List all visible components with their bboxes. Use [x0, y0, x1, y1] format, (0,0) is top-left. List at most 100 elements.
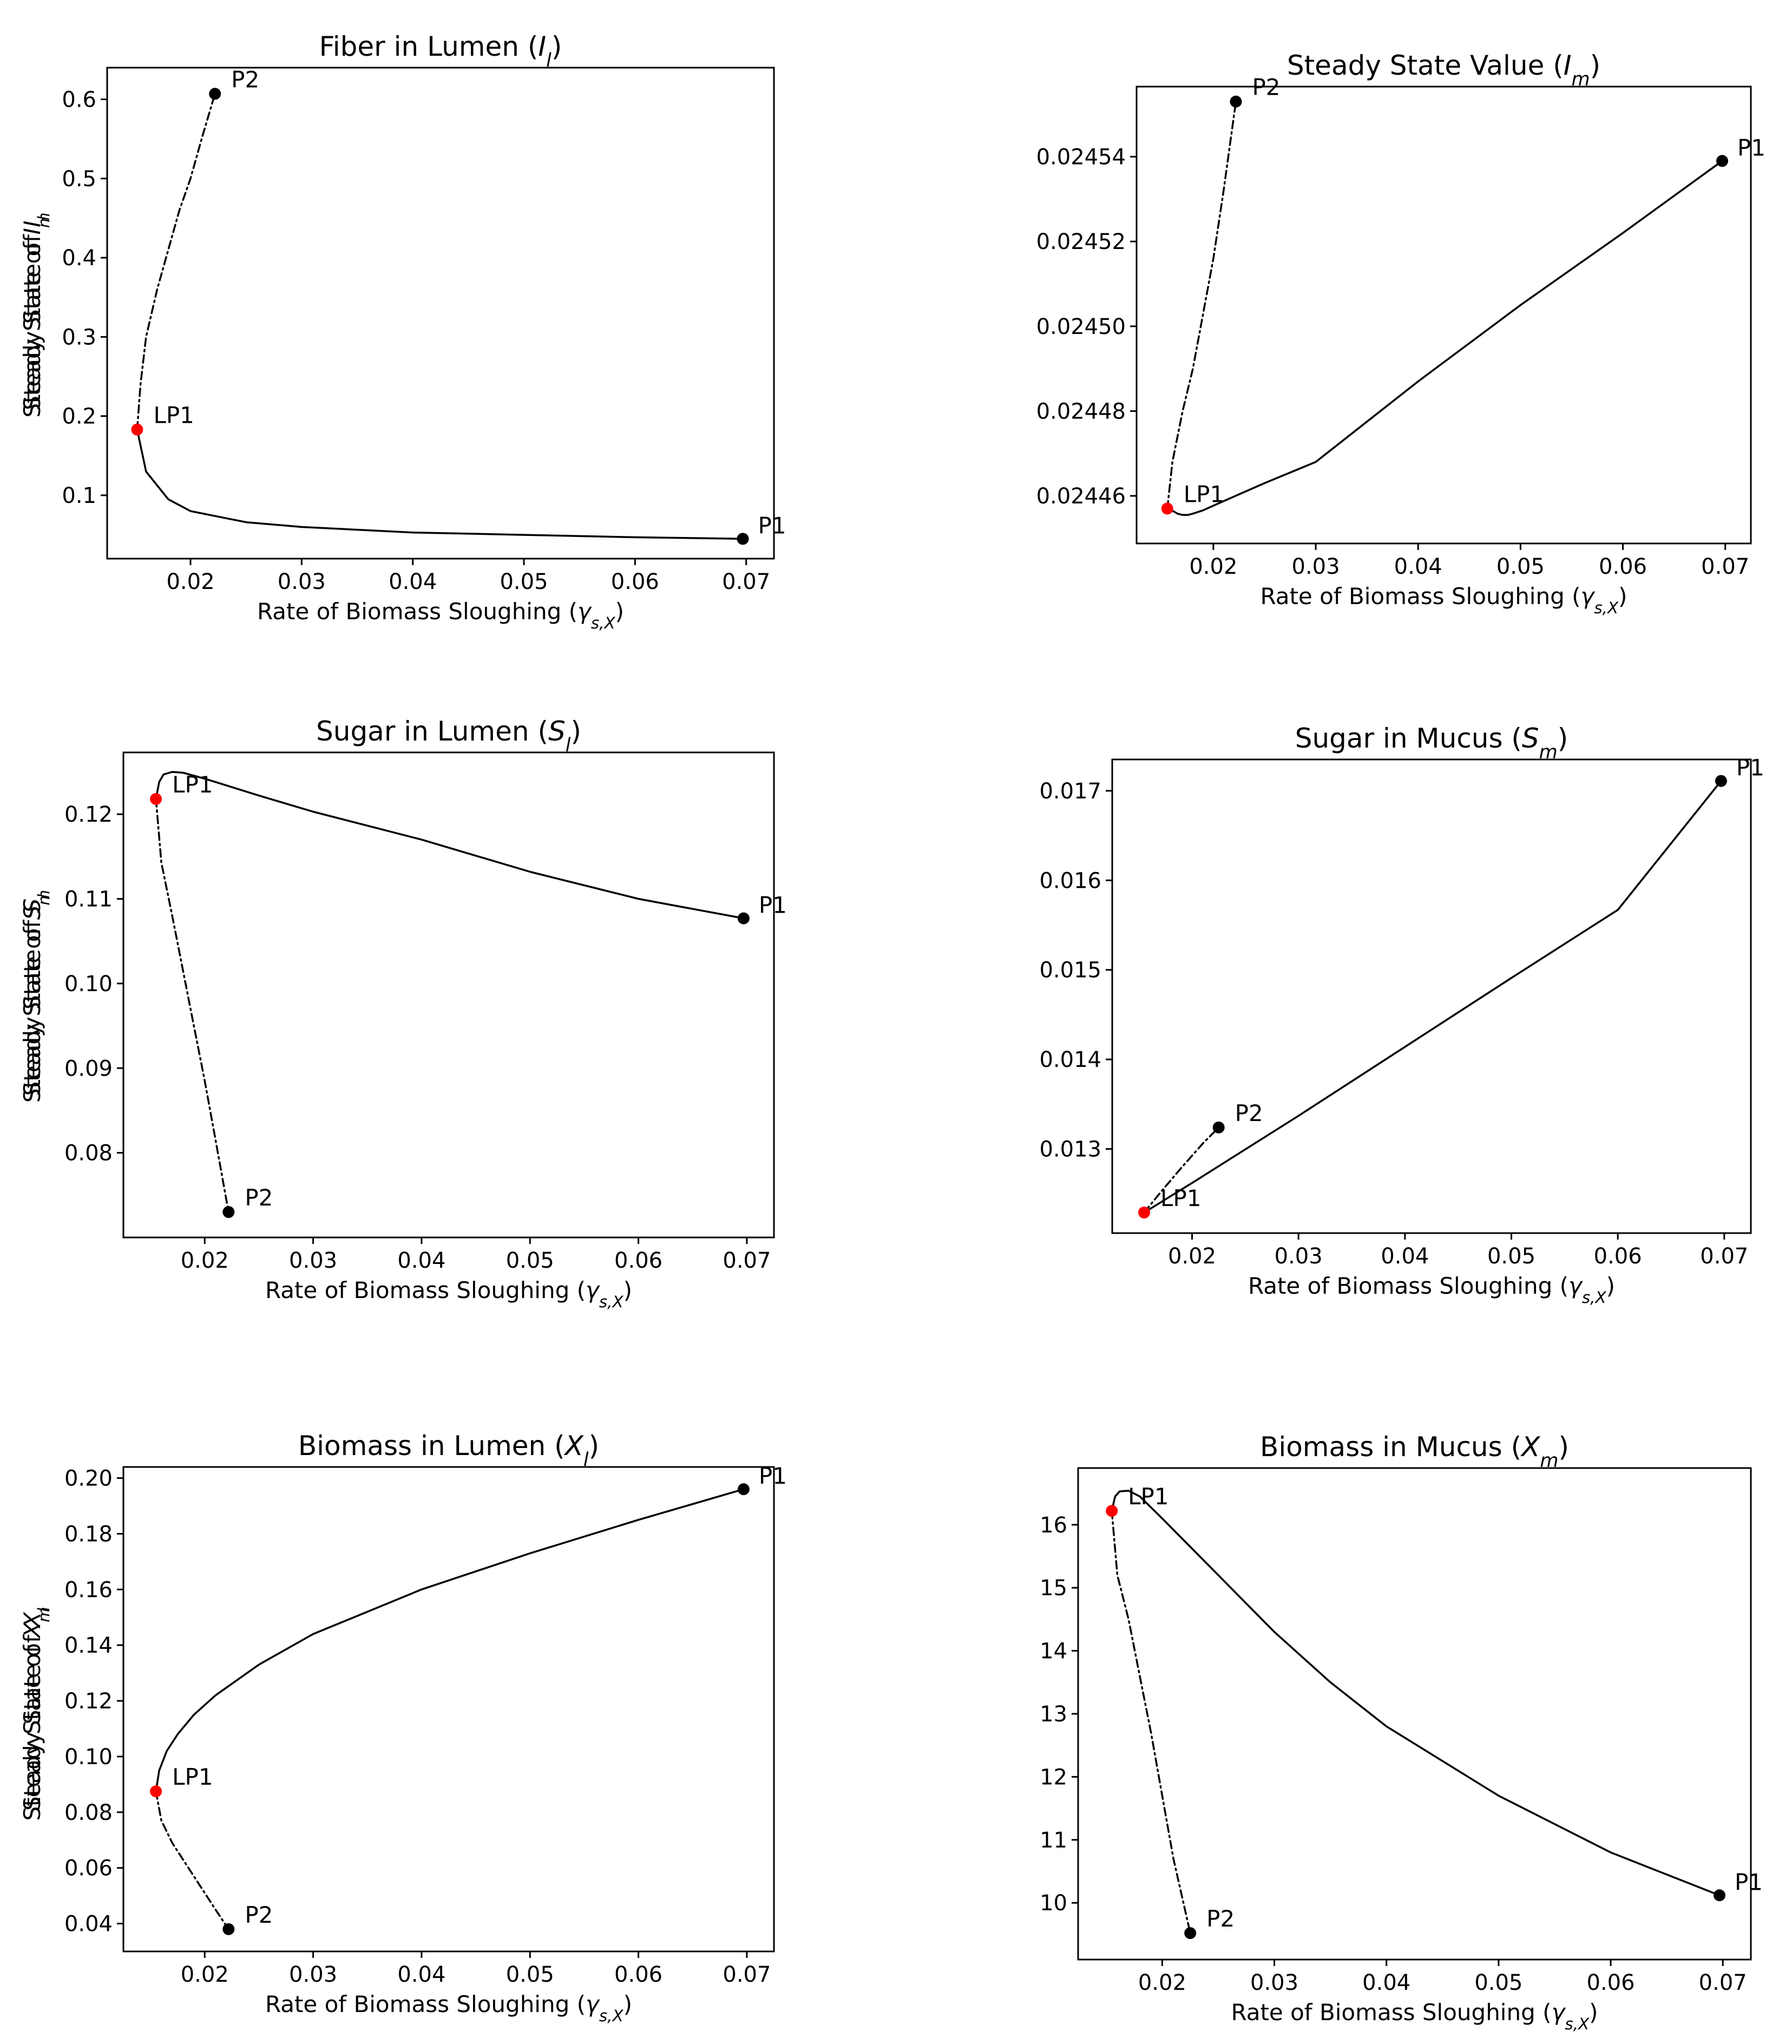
x-tick-label: 0.06: [1594, 1244, 1642, 1269]
chart-title: Biomass in Mucus (Xm): [1260, 1431, 1569, 1472]
point-label-p1: P1: [1736, 755, 1764, 781]
y-tick-label: 0.1: [62, 483, 96, 508]
x-tick-label: 0.02: [1168, 1244, 1216, 1269]
x-tick-label: 0.06: [611, 569, 659, 594]
series-line-unstable: [1111, 1510, 1191, 1934]
x-axis-label: Rate of Biomass Sloughing (γs,X): [265, 1991, 632, 2025]
chart-X_m: 0.02 0.03 0.04 0.05 0.06 0.07 10 11 12 13 14 15 16 Bi…: [19, 1431, 1763, 2033]
y-tick-label: 0.6: [62, 88, 96, 113]
y-tick-label: 0.11: [64, 887, 113, 912]
x-tick-label: 0.07: [1700, 1244, 1748, 1269]
axes-frame: [106, 67, 775, 560]
point-label-p2: P2: [231, 66, 259, 93]
y-axis-label: Steady State of Sm: [19, 890, 53, 1103]
chart-S_m: 0.02 0.03 0.04 0.05 0.06 0.07 0.013 0.014 0.015 0…: [19, 723, 1764, 1307]
y-tick-label: 0.12: [64, 802, 113, 827]
x-tick-label: 0.07: [723, 1962, 771, 1987]
y-tick-label: 0.12: [64, 1689, 113, 1714]
point-label-lp1: LP1: [172, 1764, 213, 1790]
point-marker-p1: [1713, 1889, 1725, 1902]
y-tick-label: 0.2: [62, 404, 96, 429]
y-tick-label: 0.016: [1039, 868, 1101, 893]
y-tick-label: 0.02446: [1036, 484, 1126, 509]
x-tick-label: 0.03: [1292, 554, 1340, 579]
chart-I_l: 0.02 0.03 0.04 0.05 0.06 0.07 0.1 0.2 0.3 0.4 0.5 0…: [19, 31, 786, 632]
y-tick-label: 0.16: [64, 1577, 113, 1602]
point-marker-p1: [1715, 775, 1727, 787]
y-tick-label: 0.09: [64, 1056, 113, 1081]
series-line-unstable: [155, 798, 230, 1213]
y-tick-label: 14: [1040, 1639, 1067, 1664]
x-tick-label: 0.05: [1474, 1970, 1522, 1995]
y-tick-label: 12: [1040, 1765, 1067, 1790]
y-tick-label: 0.02450: [1036, 315, 1126, 339]
x-tick-label: 0.05: [506, 1248, 554, 1273]
y-tick-label: 0.06: [64, 1856, 113, 1881]
series-line-stable: [155, 1488, 745, 1792]
x-tick-label: 0.04: [1362, 1970, 1410, 1995]
x-axis-label: Rate of Biomass Sloughing (γs,X): [1248, 1273, 1615, 1307]
x-tick-label: 0.06: [614, 1962, 662, 1987]
x-tick-label: 0.02: [166, 569, 214, 594]
y-tick-label: 11: [1040, 1828, 1067, 1853]
x-tick-label: 0.04: [397, 1248, 445, 1273]
point-marker-lp1: [1161, 502, 1173, 515]
x-tick-label: 0.05: [1496, 554, 1545, 579]
y-tick-label: 0.4: [62, 246, 96, 271]
y-tick-label: 0.3: [62, 325, 96, 350]
point-marker-p1: [737, 533, 749, 545]
y-tick-label: 0.5: [62, 167, 96, 192]
x-tick-label: 0.06: [1587, 1970, 1635, 1995]
x-axis-label: Rate of Biomass Sloughing (γs,X): [1260, 583, 1627, 617]
x-tick-label: 0.06: [614, 1248, 662, 1273]
series-line-stable: [1166, 160, 1723, 516]
series-line-unstable: [1143, 1126, 1220, 1214]
series-line-stable: [136, 428, 744, 540]
point-label-lp1: LP1: [153, 402, 194, 429]
x-tick-label: 0.04: [1381, 1244, 1429, 1269]
chart-title: Steady State Value (Im): [1287, 50, 1600, 90]
y-tick-label: 0.14: [64, 1633, 113, 1658]
x-tick-label: 0.07: [1699, 1970, 1747, 1995]
series-line-stable: [1143, 779, 1722, 1214]
point-marker-p2: [209, 88, 221, 100]
axes-frame: [122, 751, 775, 1239]
point-label-p2: P2: [1252, 74, 1280, 101]
x-tick-label: 0.02: [1189, 554, 1237, 579]
x-tick-label: 0.04: [397, 1962, 445, 1987]
point-marker-p2: [1230, 95, 1242, 108]
y-tick-label: 0.04: [64, 1912, 113, 1937]
x-tick-label: 0.06: [1599, 554, 1647, 579]
series-line-unstable: [1166, 100, 1237, 510]
y-tick-label: 16: [1040, 1513, 1067, 1538]
chart-title: Sugar in Mucus (Sm): [1295, 723, 1568, 763]
x-axis-label: Rate of Biomass Sloughing (γs,X): [1231, 1999, 1598, 2033]
y-tick-label: 0.10: [64, 972, 113, 997]
y-axis-label: Steady State of Xm: [19, 1607, 53, 1820]
chart-title: Sugar in Lumen (Sl): [316, 716, 581, 756]
x-axis-label: Rate of Biomass Sloughing (γs,X): [265, 1277, 632, 1311]
y-tick-label: 13: [1040, 1702, 1067, 1727]
point-label-p2: P2: [1235, 1100, 1263, 1126]
point-label-p2: P2: [245, 1184, 273, 1211]
point-marker-p2: [222, 1923, 235, 1935]
point-label-lp1: LP1: [172, 771, 213, 798]
y-tick-label: 0.013: [1039, 1137, 1101, 1162]
chart-I_m: 0.02 0.03 0.04 0.05 0.06 0.07 0.02446 0.02448 0.…: [19, 50, 1765, 617]
point-label-p2: P2: [1206, 1905, 1235, 1932]
chart-title: Biomass in Lumen (Xl): [298, 1430, 599, 1471]
series-line-unstable: [155, 1790, 230, 1930]
point-marker-p1: [1716, 155, 1729, 167]
x-tick-label: 0.05: [500, 569, 548, 594]
x-tick-label: 0.02: [181, 1962, 229, 1987]
x-axis-label: Rate of Biomass Sloughing (γs,X): [257, 598, 624, 632]
y-tick-label: 0.10: [64, 1745, 113, 1770]
y-tick-label: 0.08: [64, 1141, 113, 1166]
x-tick-label: 0.03: [1275, 1244, 1323, 1269]
y-tick-label: 15: [1040, 1576, 1067, 1601]
x-tick-label: 0.03: [1250, 1970, 1298, 1995]
point-label-p1: P1: [1735, 1869, 1763, 1895]
x-tick-label: 0.04: [1394, 554, 1442, 579]
x-tick-label: 0.03: [278, 569, 326, 594]
